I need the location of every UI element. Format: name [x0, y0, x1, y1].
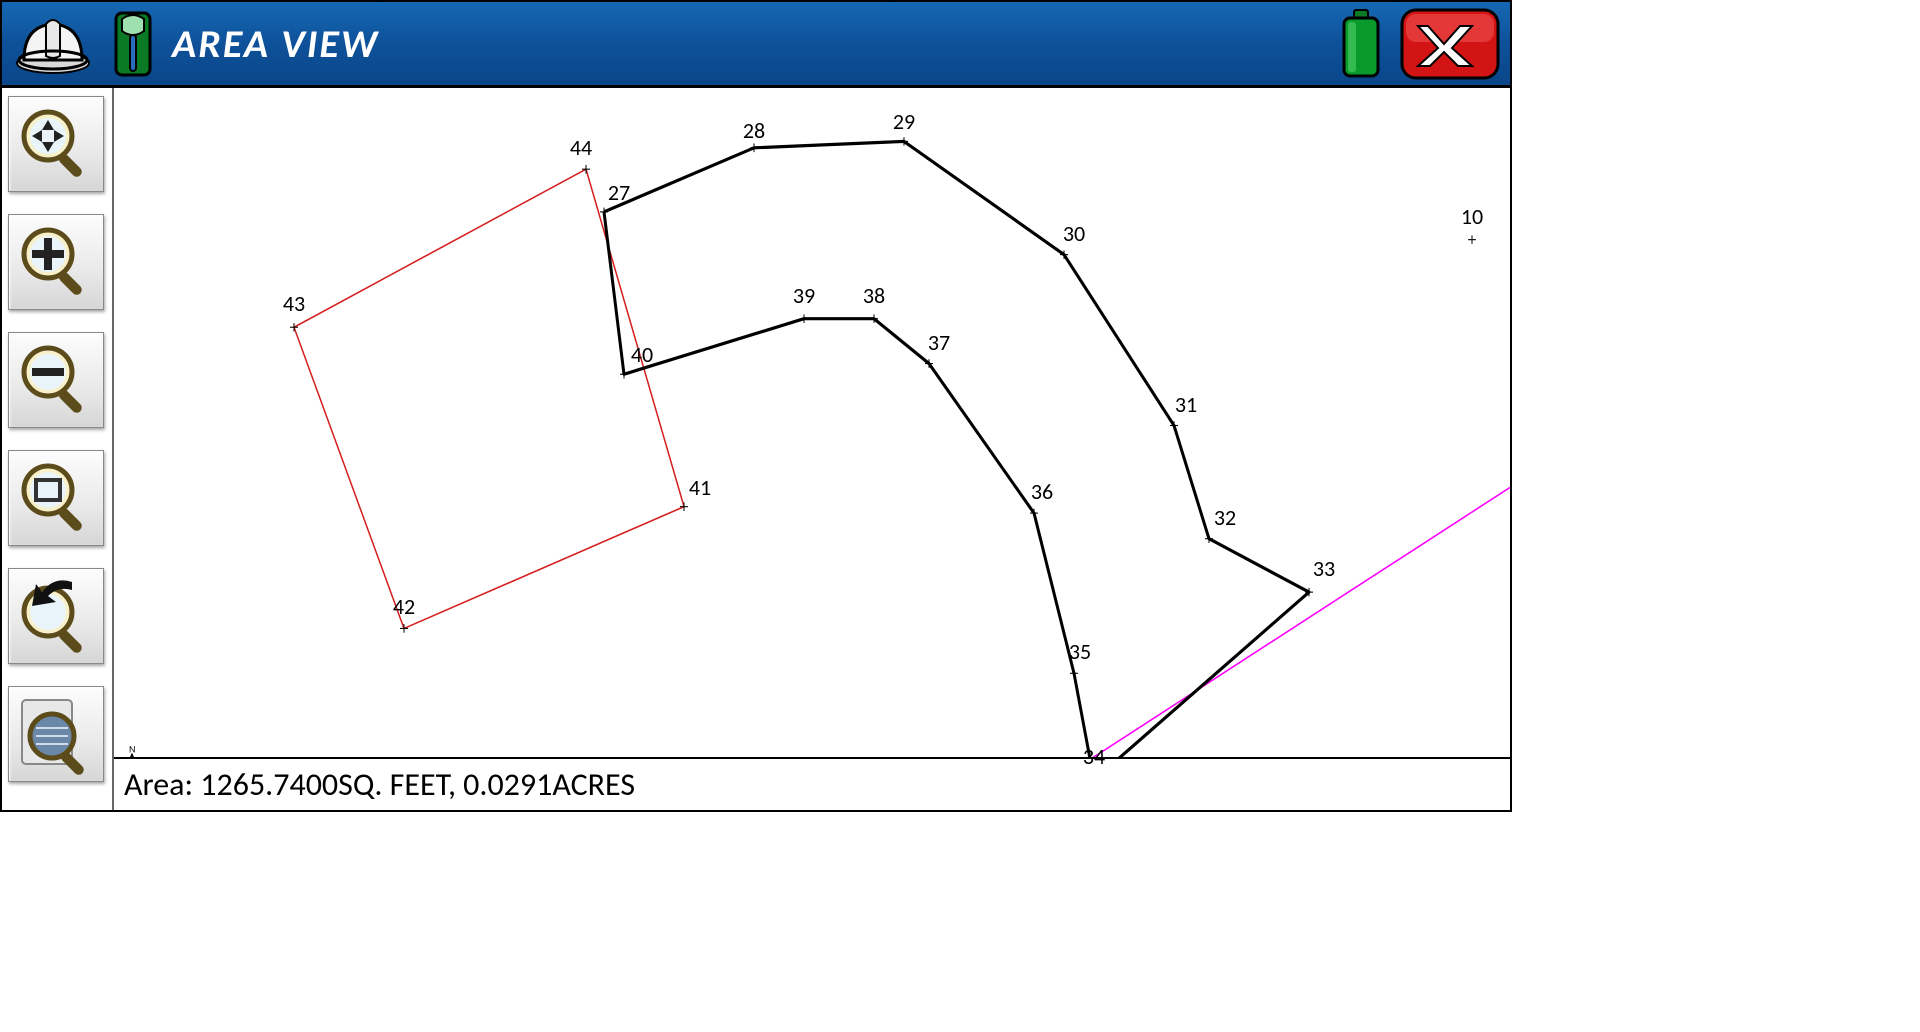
hardhat-icon[interactable]: [12, 10, 94, 78]
drawing-canvas[interactable]: EN Area: 1265.7400SQ. FEET, 0.0291ACRES …: [114, 88, 1510, 810]
area-text: Area: 1265.7400SQ. FEET, 0.0291ACRES: [124, 765, 635, 804]
zoom-window-button[interactable]: [8, 450, 104, 546]
close-button[interactable]: [1400, 8, 1500, 80]
point-label: 10: [1461, 203, 1483, 230]
point-label: 36: [1031, 478, 1053, 505]
point-label: 32: [1214, 504, 1236, 531]
point-label: 29: [893, 108, 915, 135]
point-label: 39: [793, 282, 815, 309]
point-label: 35: [1069, 638, 1091, 665]
point-label: 28: [743, 117, 765, 144]
point-label: 40: [631, 341, 653, 368]
point-label: 41: [689, 474, 711, 501]
point-label: 27: [608, 179, 630, 206]
workspace: EN Area: 1265.7400SQ. FEET, 0.0291ACRES …: [2, 88, 1510, 810]
page-title: AREA VIEW: [172, 19, 379, 68]
zoom-out-button[interactable]: [8, 332, 104, 428]
plot-svg: EN: [114, 88, 1510, 810]
point-label: 42: [393, 593, 415, 620]
zoom-previous-button[interactable]: [8, 568, 104, 664]
point-label: 31: [1175, 391, 1197, 418]
zoom-extents-button[interactable]: [8, 96, 104, 192]
zoom-in-button[interactable]: [8, 214, 104, 310]
svg-text:N: N: [129, 742, 135, 755]
point-label: 43: [283, 290, 305, 317]
point-label: 30: [1063, 220, 1085, 247]
zoom-toolbar: [2, 88, 114, 810]
point-label: 33: [1313, 555, 1335, 582]
area-readout: Area: 1265.7400SQ. FEET, 0.0291ACRES: [114, 757, 1510, 810]
point-label: 44: [570, 134, 592, 161]
point-label: 37: [928, 329, 950, 356]
gps-receiver-icon[interactable]: [108, 9, 158, 79]
battery-icon: [1336, 8, 1386, 80]
title-bar: AREA VIEW: [2, 2, 1510, 88]
app-window: AREA VIEW: [0, 0, 1512, 812]
point-label: 34: [1083, 743, 1105, 770]
point-label: 38: [863, 282, 885, 309]
zoom-detail-button[interactable]: [8, 686, 104, 782]
